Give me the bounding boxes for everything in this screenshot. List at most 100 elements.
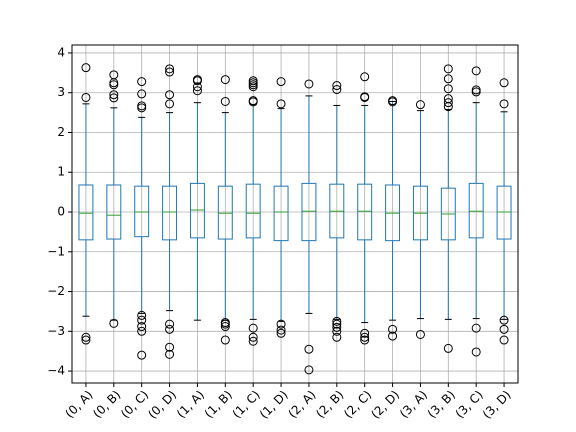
y-tick-label: 1	[57, 165, 65, 179]
x-tick-label: (3, D)	[480, 388, 514, 422]
flier	[248, 97, 258, 107]
flier	[332, 332, 342, 342]
x-tick-label: (1, A)	[174, 388, 207, 421]
box	[78, 184, 94, 241]
flier	[248, 323, 258, 333]
x-tick-label: (1, D)	[257, 388, 291, 422]
y-tick-label: −1	[47, 244, 65, 258]
y-tick-label: 2	[57, 125, 65, 139]
box	[273, 185, 289, 242]
y-tick-label: 3	[57, 85, 65, 99]
x-tick-label: (3, A)	[397, 388, 430, 421]
flier	[304, 344, 314, 354]
flier	[276, 325, 286, 335]
flier	[137, 310, 147, 320]
flier	[165, 349, 175, 359]
flier	[499, 335, 509, 345]
flier	[499, 78, 509, 88]
flier	[109, 80, 119, 90]
flier	[276, 99, 286, 109]
flier	[415, 100, 425, 110]
x-tick-label: (0, D)	[145, 388, 179, 422]
flier	[360, 92, 370, 102]
flier	[443, 74, 453, 84]
flier	[388, 331, 398, 341]
box	[496, 185, 512, 240]
flier	[360, 72, 370, 82]
y-tick-label: 0	[57, 205, 65, 219]
flier	[165, 99, 175, 109]
box	[189, 182, 205, 239]
flier	[220, 75, 230, 85]
box	[357, 183, 373, 241]
box	[134, 185, 150, 238]
flier	[332, 322, 342, 332]
box	[468, 182, 484, 239]
flier	[137, 326, 147, 336]
flier	[109, 318, 119, 328]
flier	[276, 319, 286, 329]
flier	[165, 324, 175, 334]
flier	[332, 85, 342, 95]
flier	[276, 328, 286, 338]
flier	[332, 81, 342, 91]
flier	[81, 63, 91, 73]
flier	[81, 332, 91, 342]
flier	[471, 66, 481, 76]
flier	[81, 92, 91, 102]
y-tick-label: −3	[47, 324, 65, 338]
flier	[137, 322, 147, 332]
flier	[360, 328, 370, 338]
flier	[248, 336, 258, 346]
flier	[443, 98, 453, 108]
flier	[471, 87, 481, 97]
flier	[276, 77, 286, 87]
flier	[332, 319, 342, 329]
x-tick-label: (2, C)	[341, 388, 374, 421]
flier	[192, 82, 202, 92]
box	[217, 185, 233, 240]
flier	[165, 342, 175, 352]
flier	[471, 347, 481, 357]
flier	[248, 82, 258, 92]
flier	[471, 323, 481, 333]
flier	[415, 329, 425, 339]
x-tick-label: (1, C)	[230, 388, 263, 421]
flier	[443, 343, 453, 353]
x-tick-label: (2, D)	[368, 388, 402, 422]
flier	[220, 335, 230, 345]
flier	[192, 76, 202, 86]
flier	[137, 350, 147, 360]
x-tick-label: (0, A)	[62, 388, 95, 421]
flier	[388, 324, 398, 334]
flier	[360, 332, 370, 342]
flier	[137, 77, 147, 87]
flier	[220, 322, 230, 332]
x-tick-label: (2, A)	[285, 388, 318, 421]
x-tick-label: (0, C)	[118, 388, 151, 421]
y-tick-label: −4	[47, 364, 65, 378]
x-tick-label: (3, C)	[453, 388, 486, 421]
flier	[248, 332, 258, 342]
box	[301, 182, 317, 242]
y-tick-label: −2	[47, 284, 65, 298]
flier	[165, 90, 175, 100]
flier	[165, 67, 175, 77]
box	[162, 185, 178, 241]
box	[106, 184, 122, 240]
x-tick-label: (2, B)	[313, 388, 346, 421]
flier	[192, 86, 202, 96]
flier	[388, 97, 398, 107]
flier	[109, 93, 119, 103]
x-tick-label: (1, B)	[202, 388, 235, 421]
flier	[304, 79, 314, 89]
x-tick-label: (0, B)	[90, 388, 123, 421]
flier	[443, 102, 453, 112]
flier	[165, 64, 175, 74]
flier	[220, 96, 230, 106]
flier	[137, 103, 147, 113]
flier	[81, 335, 91, 345]
flier	[360, 335, 370, 345]
flier	[499, 324, 509, 334]
